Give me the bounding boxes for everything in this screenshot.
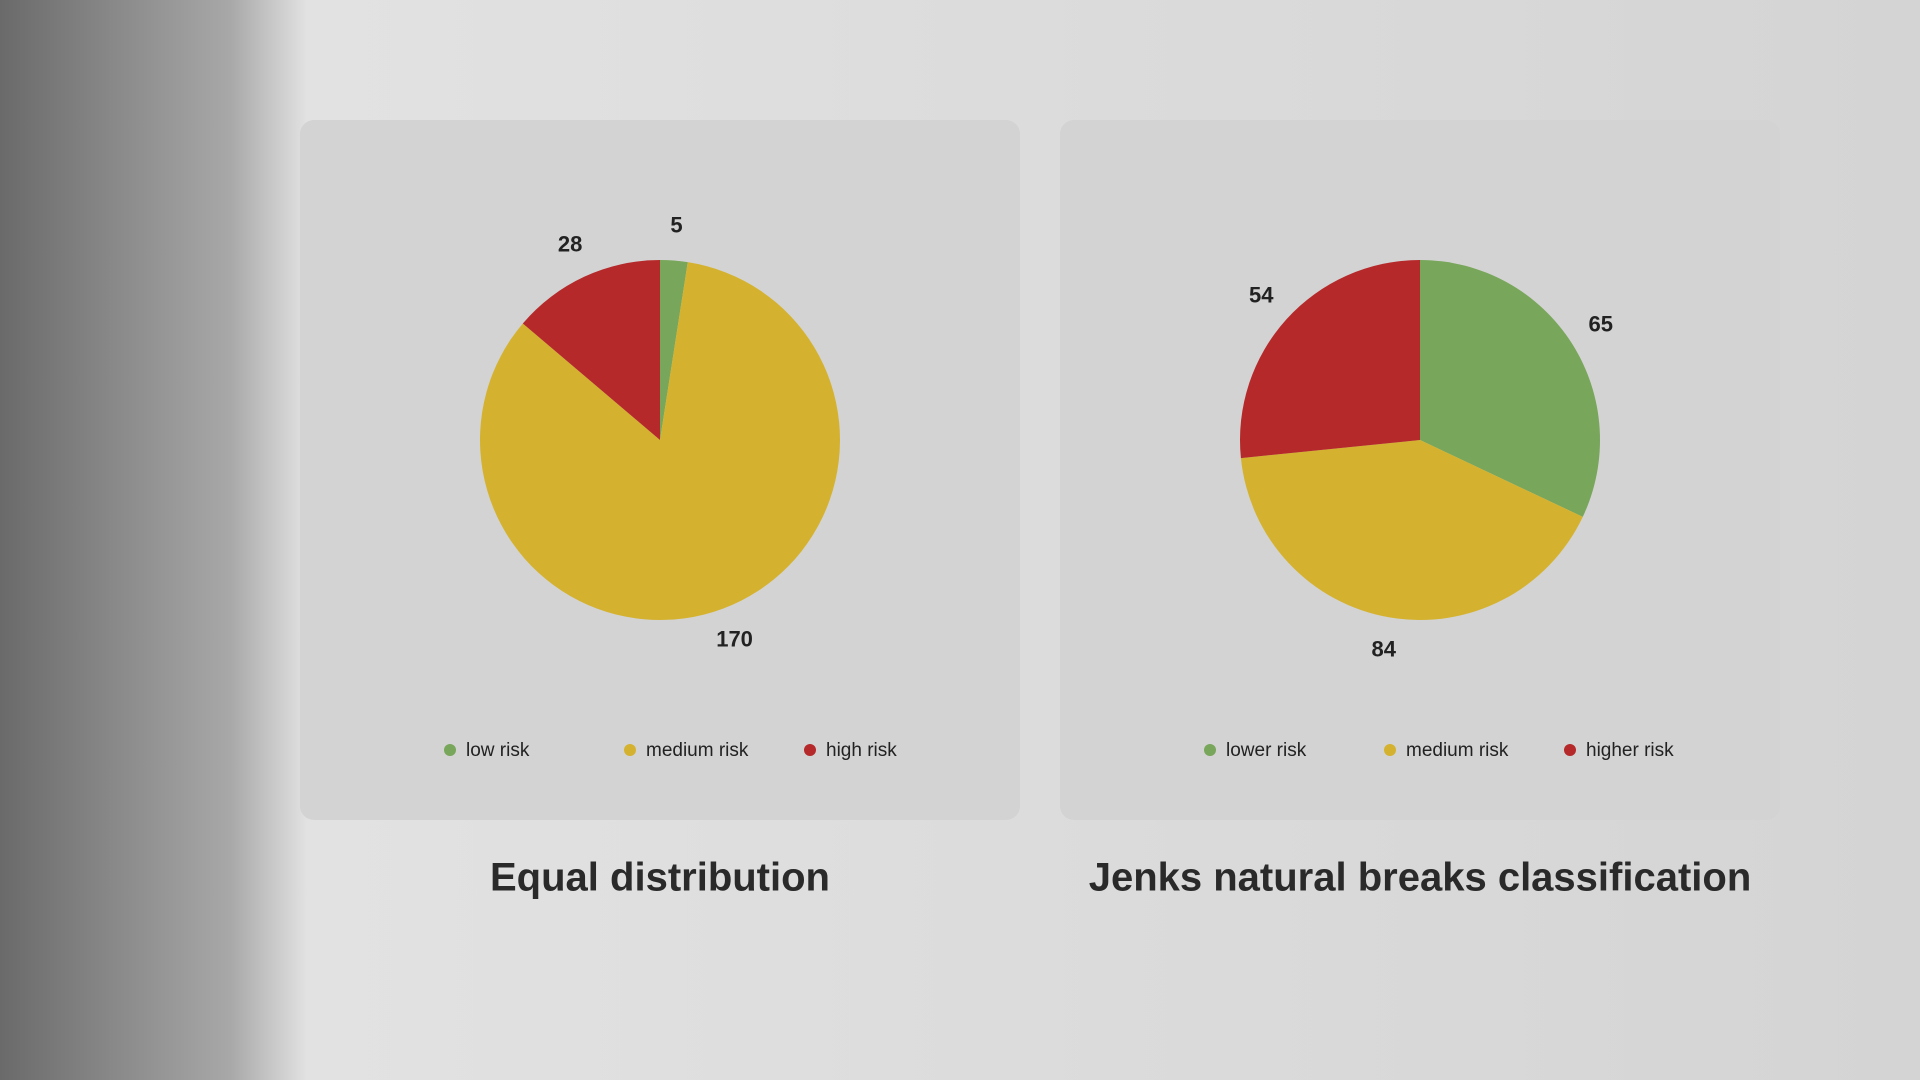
data-label: 65 — [1589, 311, 1613, 336]
pie-slice — [479, 262, 840, 621]
legend-marker — [1384, 744, 1396, 756]
legend-label: medium risk — [1406, 740, 1509, 761]
data-label: 28 — [558, 232, 582, 257]
legend-label: low risk — [466, 740, 530, 761]
legend-label: higher risk — [1586, 740, 1674, 761]
legend-label: medium risk — [646, 740, 749, 761]
chart-title: Jenks natural breaks classification — [1089, 856, 1752, 900]
data-label: 54 — [1249, 282, 1274, 307]
chart-title: Equal distribution — [490, 856, 830, 900]
pie-slice — [1420, 260, 1600, 517]
legend-marker — [624, 744, 636, 756]
legend-marker — [1204, 744, 1216, 756]
legend-marker — [444, 744, 456, 756]
data-label: 84 — [1372, 637, 1397, 662]
pie-slice — [1239, 260, 1420, 459]
data-label: 170 — [716, 626, 753, 651]
legend-label: high risk — [826, 740, 897, 761]
data-label: 5 — [670, 212, 682, 237]
pie-slice — [522, 260, 660, 440]
legend-label: lower risk — [1226, 740, 1307, 761]
pie-slice — [1240, 440, 1583, 620]
legend-marker — [1564, 744, 1576, 756]
pie-slice — [660, 260, 688, 440]
legend-marker — [804, 744, 816, 756]
